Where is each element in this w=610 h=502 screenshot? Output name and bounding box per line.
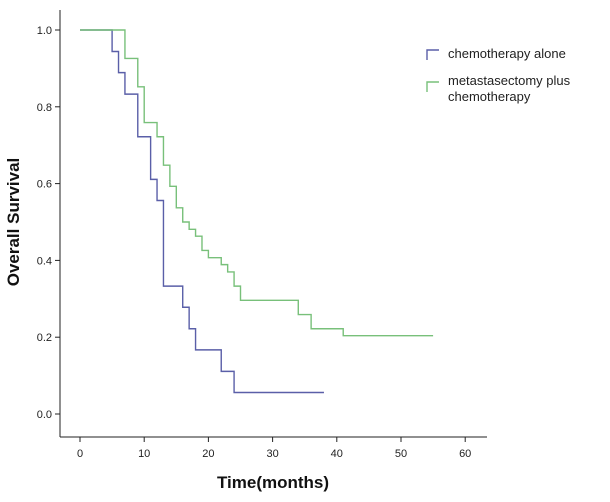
x-axis-ticks: 0 10 20 30 40 50 60 bbox=[77, 437, 471, 460]
x-tick-label: 40 bbox=[331, 448, 343, 460]
legend-swatch bbox=[426, 81, 439, 92]
y-tick-label: 1.0 bbox=[37, 25, 52, 37]
y-tick-label: 0.2 bbox=[37, 332, 52, 344]
x-tick-label: 60 bbox=[459, 448, 471, 460]
x-axis-title: Time(months) bbox=[217, 473, 329, 492]
y-tick-label: 0.6 bbox=[37, 179, 52, 191]
series-group bbox=[80, 29, 434, 394]
x-tick-label: 10 bbox=[138, 448, 150, 460]
series-line-chemotherapy-alone bbox=[80, 29, 324, 394]
legend-label: metastasectomy plus bbox=[448, 73, 571, 88]
y-axis-ticks: 0.0 0.2 0.4 0.6 0.8 1.0 bbox=[37, 25, 60, 421]
legend: chemotherapy alone metastasectomy plusche… bbox=[426, 46, 571, 104]
y-axis-title: Overall Survival bbox=[4, 158, 23, 287]
x-tick-label: 0 bbox=[77, 448, 83, 460]
y-tick-label: 0.0 bbox=[37, 409, 52, 421]
legend-label: chemotherapy alone bbox=[448, 46, 566, 61]
y-tick-label: 0.8 bbox=[37, 102, 52, 114]
x-tick-label: 30 bbox=[266, 448, 278, 460]
x-tick-label: 50 bbox=[395, 448, 407, 460]
y-tick-label: 0.4 bbox=[37, 255, 52, 267]
x-tick-label: 20 bbox=[202, 448, 214, 460]
legend-swatch bbox=[426, 49, 439, 60]
legend-label: chemotherapy bbox=[448, 89, 531, 104]
series-line-metastasectomy-plus-chemotherapy bbox=[80, 29, 434, 337]
